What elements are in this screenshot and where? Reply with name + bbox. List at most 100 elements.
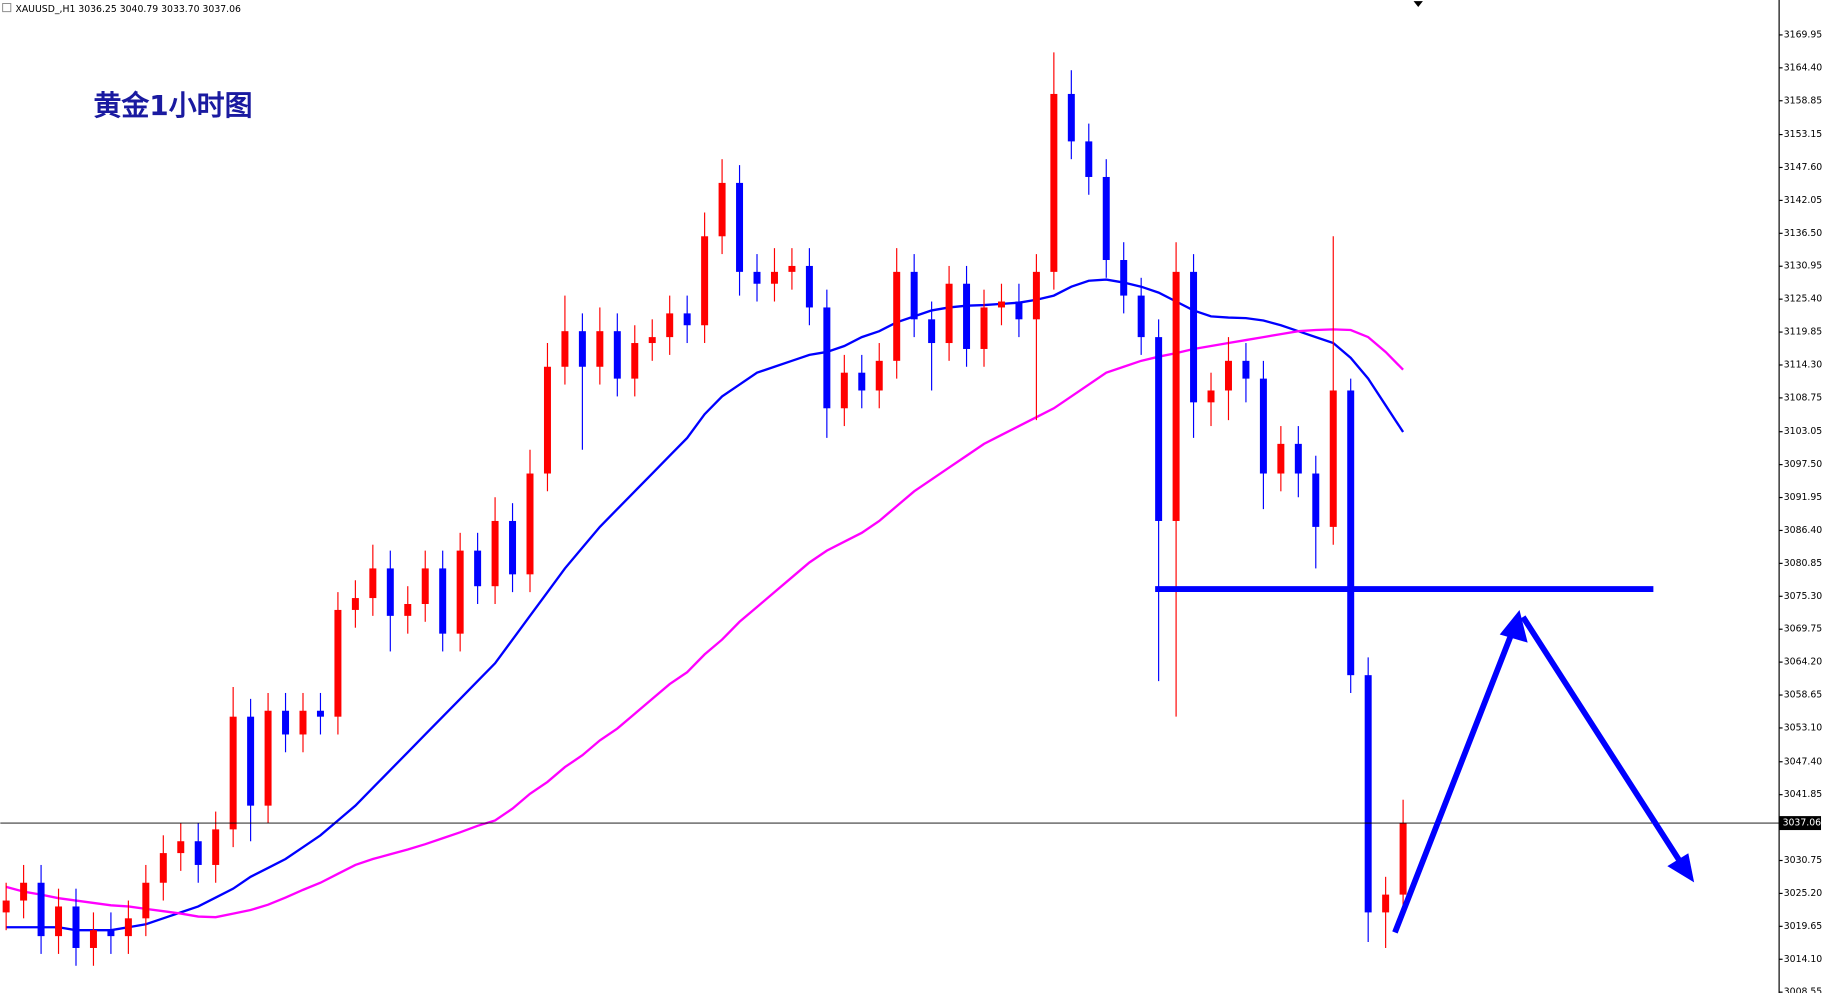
candle-body <box>20 882 28 901</box>
candle-body <box>1085 141 1093 177</box>
candle-body <box>578 331 586 367</box>
candle-body <box>666 313 674 338</box>
candle-body <box>1242 360 1250 379</box>
candle-body <box>840 372 848 409</box>
candle-body <box>1120 260 1128 296</box>
down-arrow <box>1520 615 1689 873</box>
y-tick-label: 3114.30 <box>1784 359 1823 370</box>
candle-body <box>997 301 1005 308</box>
chart-header: XAUUSD_,H1 3036.25 3040.79 3033.70 3037.… <box>15 4 241 15</box>
candle-body <box>1364 675 1372 913</box>
candle-body <box>963 283 971 349</box>
candle-body <box>194 841 202 865</box>
candle-body <box>474 550 482 587</box>
y-tick-label: 3069.75 <box>1784 624 1823 635</box>
y-tick-label: 3086.40 <box>1784 525 1823 536</box>
candle-body <box>72 906 80 948</box>
candle-body <box>1032 271 1040 320</box>
candle-body <box>893 271 901 361</box>
candle-body <box>107 930 115 937</box>
candle-body <box>491 520 499 587</box>
candle-body <box>1312 473 1320 527</box>
y-tick-label: 3142.05 <box>1784 195 1823 206</box>
candle-body <box>1259 378 1267 474</box>
last-price-label: 3037.06 <box>1783 818 1822 829</box>
candle-body <box>561 331 569 367</box>
last-price-box <box>1779 816 1822 831</box>
candle-body <box>89 930 97 948</box>
candle-body <box>421 568 429 604</box>
candle-body <box>386 568 394 616</box>
candle-body <box>701 236 709 326</box>
up-arrow <box>1392 618 1520 934</box>
candle-body <box>159 853 167 883</box>
candle-body <box>945 283 953 344</box>
candle-body <box>1207 390 1215 403</box>
candle-body <box>1399 823 1407 895</box>
y-tick-label: 3147.60 <box>1784 162 1823 173</box>
candle-body <box>316 710 324 717</box>
moving-average <box>6 278 1405 932</box>
candle-body <box>247 716 255 806</box>
candle-body <box>788 265 796 272</box>
y-tick-label: 3136.50 <box>1784 228 1823 239</box>
candle-body <box>509 520 517 575</box>
candle-body <box>404 603 412 616</box>
candle-body <box>142 882 150 919</box>
candle-body <box>1277 443 1285 474</box>
y-tick-label: 3153.15 <box>1784 129 1823 140</box>
y-tick-label: 3014.10 <box>1784 954 1823 965</box>
y-tick-label: 3030.75 <box>1784 855 1823 866</box>
candle-body <box>805 265 813 308</box>
candle-body <box>177 841 185 854</box>
chart-title: 黄金1小时图 <box>93 89 252 122</box>
candle-body <box>2 900 10 913</box>
candle-body <box>823 307 831 409</box>
candle-body <box>456 550 464 634</box>
candle-body <box>770 271 778 284</box>
candle-body <box>526 473 534 575</box>
candle-body <box>1067 93 1075 142</box>
candle-body <box>631 343 639 379</box>
candle-body <box>1224 360 1232 391</box>
candle-body <box>282 710 290 735</box>
y-tick-label: 3164.40 <box>1784 62 1823 73</box>
plot-area <box>0 52 1780 966</box>
up-arrow-head <box>1499 610 1528 643</box>
candle-body <box>1102 176 1110 261</box>
y-tick-label: 3075.30 <box>1784 591 1823 602</box>
y-tick-label: 3064.20 <box>1784 657 1823 668</box>
candle-body <box>1155 337 1163 521</box>
y-tick-label: 3091.95 <box>1784 492 1823 503</box>
y-tick-label: 3130.95 <box>1784 261 1823 272</box>
candle-body <box>55 906 63 937</box>
y-tick-label: 3058.65 <box>1784 690 1823 701</box>
candle-body <box>875 360 883 391</box>
y-tick-label: 3125.40 <box>1784 294 1823 305</box>
candle-body <box>1172 271 1180 521</box>
candle-body <box>928 319 936 344</box>
candle-body <box>613 331 621 379</box>
down-arrow-head <box>1667 853 1695 883</box>
y-tick-label: 3053.10 <box>1784 722 1823 733</box>
candle-body <box>858 372 866 391</box>
candle-body <box>264 710 272 806</box>
candle-body <box>37 882 45 937</box>
candle-body <box>439 568 447 634</box>
y-tick-label: 3108.75 <box>1784 392 1823 403</box>
candle-body <box>1050 93 1058 272</box>
candle-body <box>1347 390 1355 676</box>
candle-body <box>736 182 744 272</box>
candle-body <box>718 182 726 237</box>
candle-body <box>229 716 237 830</box>
y-tick-label: 3080.85 <box>1784 558 1823 569</box>
y-tick-label: 3019.65 <box>1784 921 1823 932</box>
y-tick-label: 3025.20 <box>1784 888 1823 899</box>
y-tick-label: 3169.95 <box>1784 29 1823 40</box>
candle-body <box>753 271 761 284</box>
candle-body <box>369 568 377 599</box>
candle-body <box>212 829 220 865</box>
shift-marker <box>1413 1 1423 7</box>
